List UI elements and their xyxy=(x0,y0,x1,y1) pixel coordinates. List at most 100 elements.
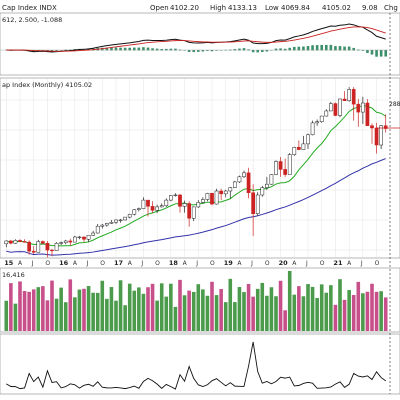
x-tick-label-month: A xyxy=(183,260,188,267)
volume-bar xyxy=(214,295,219,331)
volume-bar xyxy=(77,289,82,331)
candle-body xyxy=(178,194,182,207)
candle-body xyxy=(351,89,356,105)
ma-slow-line xyxy=(6,158,386,256)
volume-bar xyxy=(233,302,237,331)
volume-label: 16,416 xyxy=(2,271,25,279)
macd-histogram-bar xyxy=(206,50,209,51)
candle-body xyxy=(342,98,347,101)
candle-body xyxy=(155,206,159,211)
candle-body xyxy=(246,172,251,193)
x-tick-label-month: J xyxy=(31,260,34,267)
macd-histogram-bar xyxy=(128,47,132,51)
candle-body xyxy=(329,103,333,112)
macd-histogram-bar xyxy=(146,47,150,51)
candle-body xyxy=(297,147,301,150)
candle-body xyxy=(100,224,105,227)
macd-histogram-bar xyxy=(379,50,383,57)
candle-body xyxy=(361,102,365,113)
candle-body xyxy=(9,240,13,244)
volume-bar xyxy=(274,296,278,331)
volume-bar xyxy=(22,291,27,331)
x-tick-label-month: O xyxy=(210,260,215,267)
macd-histogram-bar xyxy=(279,48,282,51)
volume-bar xyxy=(310,286,315,331)
volume-bar xyxy=(205,295,210,331)
macd-histogram-bar xyxy=(343,46,346,51)
macd-histogram-bar xyxy=(260,50,264,52)
macd-histogram-bar xyxy=(119,47,122,51)
macd-histogram-bar xyxy=(183,50,186,51)
candle-body xyxy=(237,176,242,183)
x-tick-label-month: O xyxy=(375,260,380,267)
volume-bar xyxy=(105,298,109,331)
volume-bar xyxy=(269,287,274,331)
volume-bar xyxy=(219,289,223,331)
x-tick-label-month: O xyxy=(155,260,160,267)
macd-histogram-bar xyxy=(324,44,328,51)
candle-body xyxy=(173,194,178,197)
candle-body xyxy=(315,121,319,124)
macd-histogram-bar xyxy=(251,50,255,53)
volume-bar xyxy=(370,283,374,331)
macd-histogram-bar xyxy=(361,50,365,51)
volume-bar xyxy=(187,290,191,331)
volume-bar xyxy=(210,281,214,331)
candle-body xyxy=(146,199,150,207)
volume-bar xyxy=(351,294,356,331)
volume-bar xyxy=(4,300,9,331)
x-tick-label-month: A xyxy=(73,260,78,267)
volume-bar xyxy=(164,296,169,331)
x-tick-label-month: J xyxy=(305,260,308,267)
macd-histogram-bar xyxy=(132,47,136,51)
macd-histogram-bar xyxy=(192,50,196,53)
indicator-panel xyxy=(0,333,400,395)
volume-bar xyxy=(278,280,283,331)
volume-bar xyxy=(347,290,351,331)
macd-histogram-bar xyxy=(55,50,58,51)
volume-bar xyxy=(338,279,342,331)
candle-body xyxy=(338,98,342,116)
macd-histogram-bar xyxy=(123,47,127,51)
macd-histogram-bar xyxy=(311,45,314,51)
macd-histogram-bar xyxy=(288,47,292,51)
candle-body xyxy=(86,235,91,240)
candle-body xyxy=(356,103,361,113)
candle-body xyxy=(95,225,100,234)
candle-body xyxy=(228,187,233,192)
volume-bar xyxy=(319,284,324,331)
x-tick-label-month: J xyxy=(86,260,89,267)
macd-signal-line xyxy=(6,26,386,52)
volume-bar xyxy=(50,280,54,331)
volume-bar xyxy=(306,284,310,331)
volume-bar xyxy=(41,286,45,331)
candle-body xyxy=(137,208,141,210)
x-tick-label-year: 17 xyxy=(114,259,123,267)
x-tick-label-month: O xyxy=(100,260,105,267)
candle-body xyxy=(365,102,370,126)
volume-bar xyxy=(123,305,127,331)
volume-bar xyxy=(365,291,370,331)
macd-histogram-bar xyxy=(201,50,205,52)
macd-histogram-bar xyxy=(270,50,273,51)
candle-body xyxy=(255,194,260,214)
candle-body xyxy=(164,199,169,207)
macd-histogram-bar xyxy=(151,48,154,51)
candle-body xyxy=(123,216,127,221)
candle-body xyxy=(50,249,54,252)
volume-bar xyxy=(36,287,41,331)
macd-values: 612, 2.500, -1.088 xyxy=(2,16,62,24)
volume-bar xyxy=(292,294,297,331)
volume-bar xyxy=(155,300,159,331)
volume-panel xyxy=(0,267,400,333)
candle-body xyxy=(292,147,297,155)
macd-histogram-bar xyxy=(164,48,168,51)
volume-bar xyxy=(329,285,333,331)
macd-histogram-bar xyxy=(347,46,351,51)
volume-bar xyxy=(73,297,77,331)
candle-body xyxy=(91,232,95,236)
candle-body xyxy=(4,240,9,245)
volume-bar xyxy=(45,300,50,331)
price-marker-label: 288 xyxy=(389,101,400,108)
